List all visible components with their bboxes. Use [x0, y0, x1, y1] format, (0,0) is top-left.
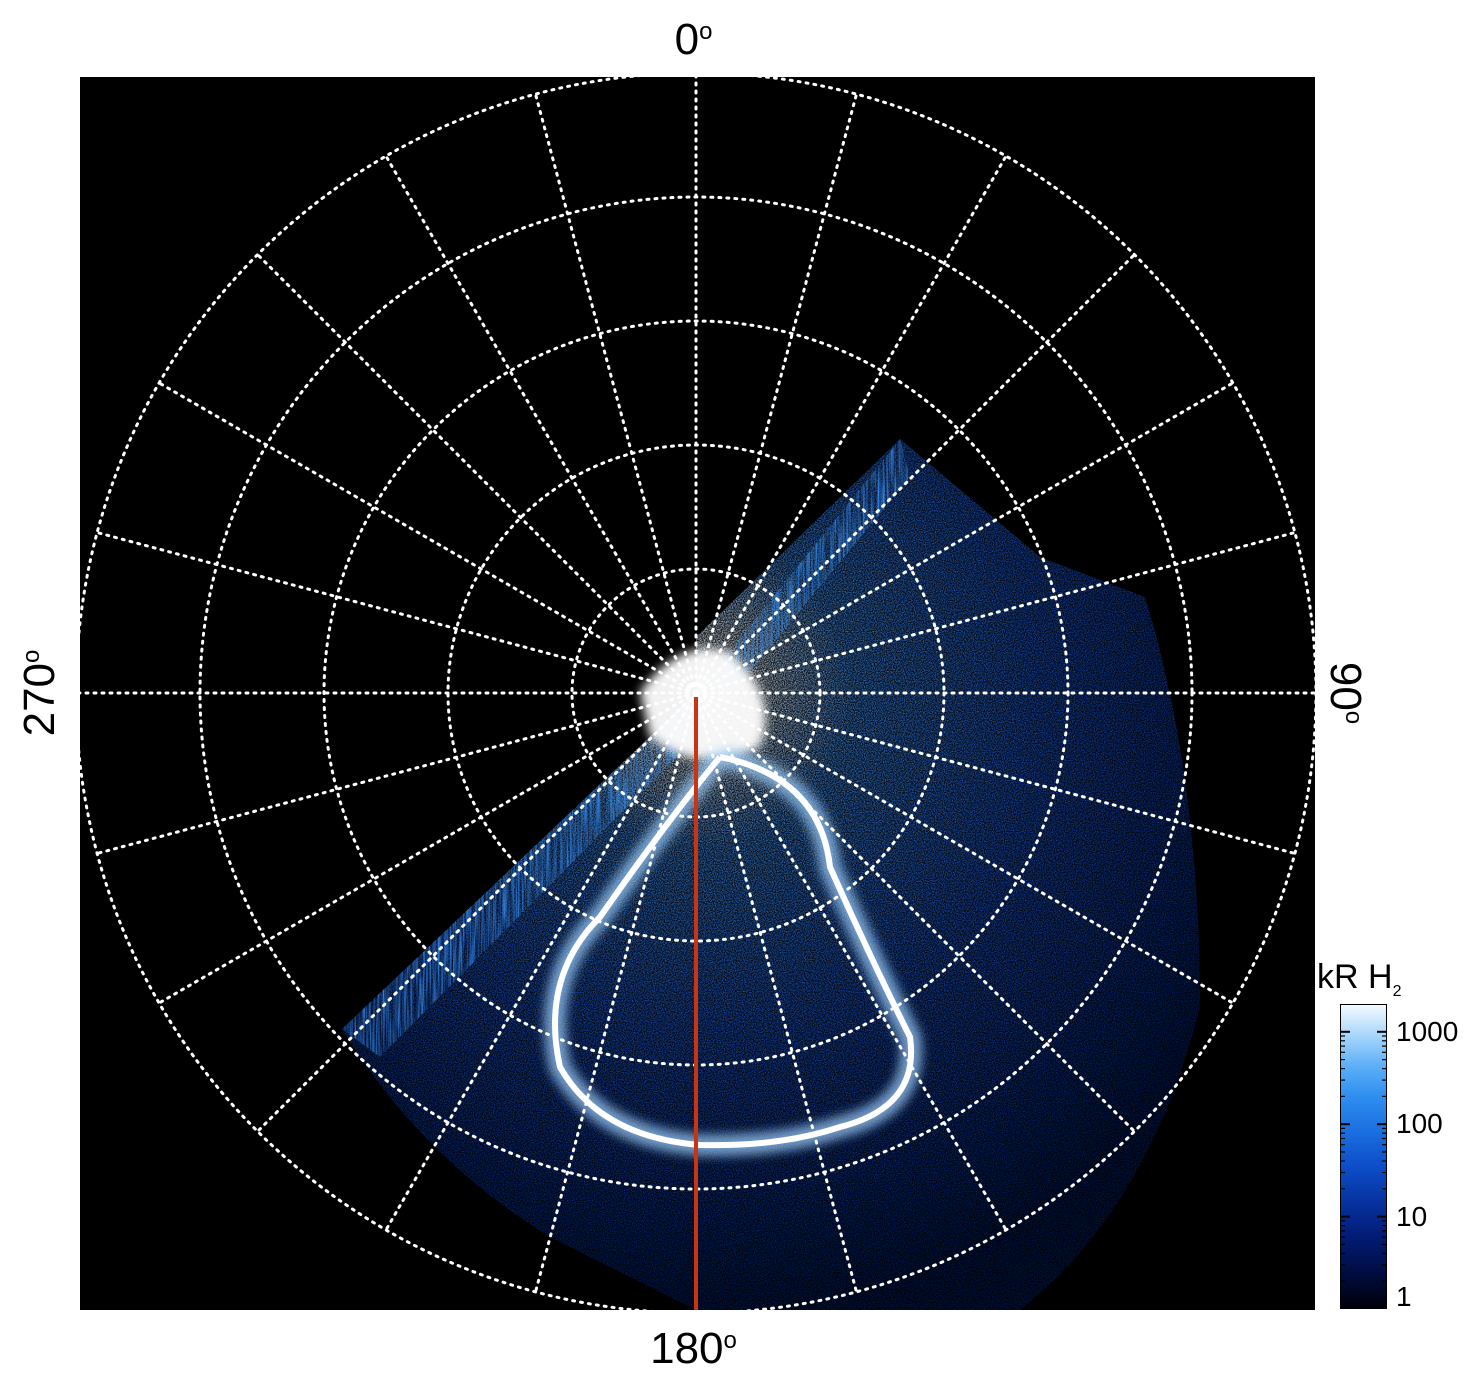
label-270-degrees: 270o — [15, 649, 64, 737]
grid-meridian — [534, 691, 698, 1294]
grid-meridian — [694, 691, 1008, 1232]
polar-projection-image — [80, 77, 1315, 1310]
grid-meridian — [694, 691, 1136, 1133]
grid-meridian — [694, 691, 1297, 855]
colorbar-title: kR H2 — [1317, 958, 1402, 1000]
grid-meridian — [384, 691, 698, 1232]
colorbar-tick-label: 1 — [1396, 1281, 1412, 1312]
grid-meridian — [256, 253, 698, 695]
grid-meridian — [694, 253, 1136, 695]
colorbar-ticks — [1340, 1004, 1387, 1309]
grid-meridian — [694, 154, 1008, 695]
grid-meridian — [694, 691, 858, 1294]
grid-meridian — [95, 531, 698, 695]
aurora-streak-edge — [342, 439, 910, 1057]
label-90-degrees: 90o — [1321, 661, 1370, 725]
colorbar-tick-label: 10 — [1396, 1201, 1428, 1232]
colorbar-tick-label: 100 — [1396, 1108, 1443, 1139]
grid-meridian — [534, 92, 698, 695]
grid-meridian — [95, 691, 698, 855]
main-auroral-oval — [552, 754, 915, 1149]
polar-grid-meridians — [80, 77, 1315, 1310]
grid-meridian — [694, 691, 1235, 1005]
grid-meridian — [384, 154, 698, 695]
grid-meridian — [694, 92, 858, 695]
colorbar-tick-label: 1000 — [1396, 1016, 1459, 1047]
label-0-degrees: 0o — [674, 15, 713, 64]
grid-meridian — [256, 691, 698, 1133]
grid-meridian — [694, 531, 1297, 695]
label-180-degrees: 180o — [650, 1324, 737, 1373]
grid-meridian — [694, 381, 1235, 695]
grid-meridian — [157, 381, 698, 695]
grid-meridian — [157, 691, 698, 1005]
aurora-coverage-region — [342, 439, 1200, 1310]
colorbar — [1340, 1004, 1387, 1309]
